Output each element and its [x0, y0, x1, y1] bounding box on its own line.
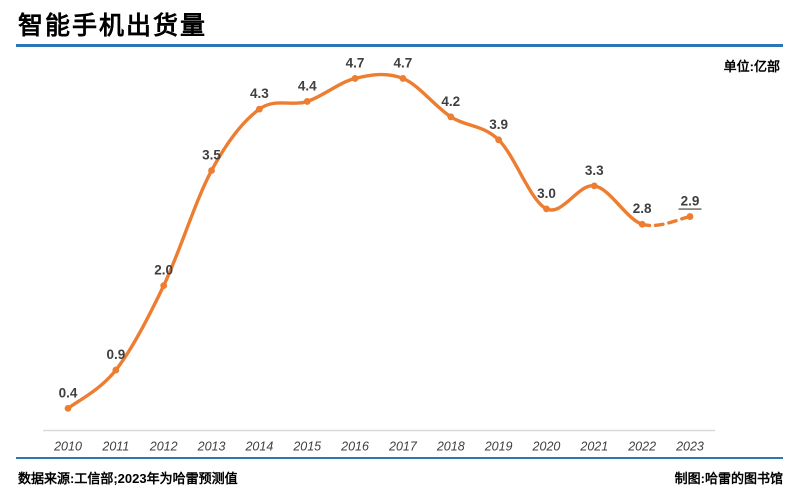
x-axis-tick-label: 2015 [292, 440, 321, 454]
data-point-label: 3.0 [537, 186, 556, 201]
x-axis-tick-label: 2023 [675, 440, 704, 454]
data-point-label: 4.7 [346, 55, 365, 70]
data-point-label: 2.0 [154, 263, 173, 278]
data-point-marker [495, 136, 503, 144]
data-source-note: 数据来源:工信部;2023年为哈雷预测值 [18, 471, 238, 486]
x-axis-tick-label: 2013 [197, 440, 226, 454]
x-axis-tick-label: 2010 [53, 440, 82, 454]
x-axis-tick-label: 2017 [388, 440, 418, 454]
data-point-marker [255, 105, 263, 113]
page-title: 智能手机出货量 [18, 12, 208, 40]
data-point-marker [160, 282, 168, 290]
data-point-marker [543, 205, 550, 213]
data-point-marker [447, 113, 455, 121]
x-axis-tick-label: 2012 [149, 440, 178, 454]
x-axis-tick-label: 2021 [579, 440, 608, 454]
data-point-marker [686, 213, 694, 220]
data-point-marker [638, 220, 646, 228]
data-point-marker [303, 98, 311, 105]
data-point-marker [208, 167, 215, 174]
x-axis-tick-label: 2019 [484, 440, 513, 454]
data-point-marker [112, 366, 120, 374]
x-axis-tick-label: 2020 [532, 440, 561, 454]
data-point-label: 4.2 [441, 94, 460, 109]
data-point-label: 0.4 [59, 385, 78, 400]
data-point-marker [399, 75, 407, 82]
data-point-label: 4.7 [394, 55, 413, 70]
unit-label: 单位:亿部 [723, 59, 780, 74]
data-point-label: 0.9 [106, 347, 125, 362]
data-point-label: 2.8 [633, 201, 652, 216]
shipments-line-forecast-dashed [640, 214, 692, 228]
x-axis-tick-label: 2016 [340, 440, 369, 454]
x-axis-tick-label: 2014 [244, 440, 273, 454]
data-point-label: 2.9 [681, 194, 700, 209]
x-axis-tick-label: 2011 [101, 440, 129, 454]
x-axis-tick-label: 2022 [627, 440, 656, 454]
data-point-label: 4.4 [298, 78, 317, 93]
data-point-label: 3.9 [489, 117, 508, 132]
shipments-line-solid [66, 72, 644, 411]
data-point-marker [64, 405, 72, 412]
data-point-marker [351, 75, 359, 82]
footer-rule [16, 457, 783, 459]
data-point-label: 3.5 [202, 148, 221, 163]
data-point-label: 3.3 [585, 163, 604, 178]
data-point-marker [590, 182, 598, 190]
data-point-label: 4.3 [250, 86, 269, 101]
x-axis-tick-label: 2018 [436, 440, 465, 454]
title-underline-rule [16, 44, 783, 47]
chart-credit-note: 制图:哈雷的图书馆 [674, 471, 783, 486]
